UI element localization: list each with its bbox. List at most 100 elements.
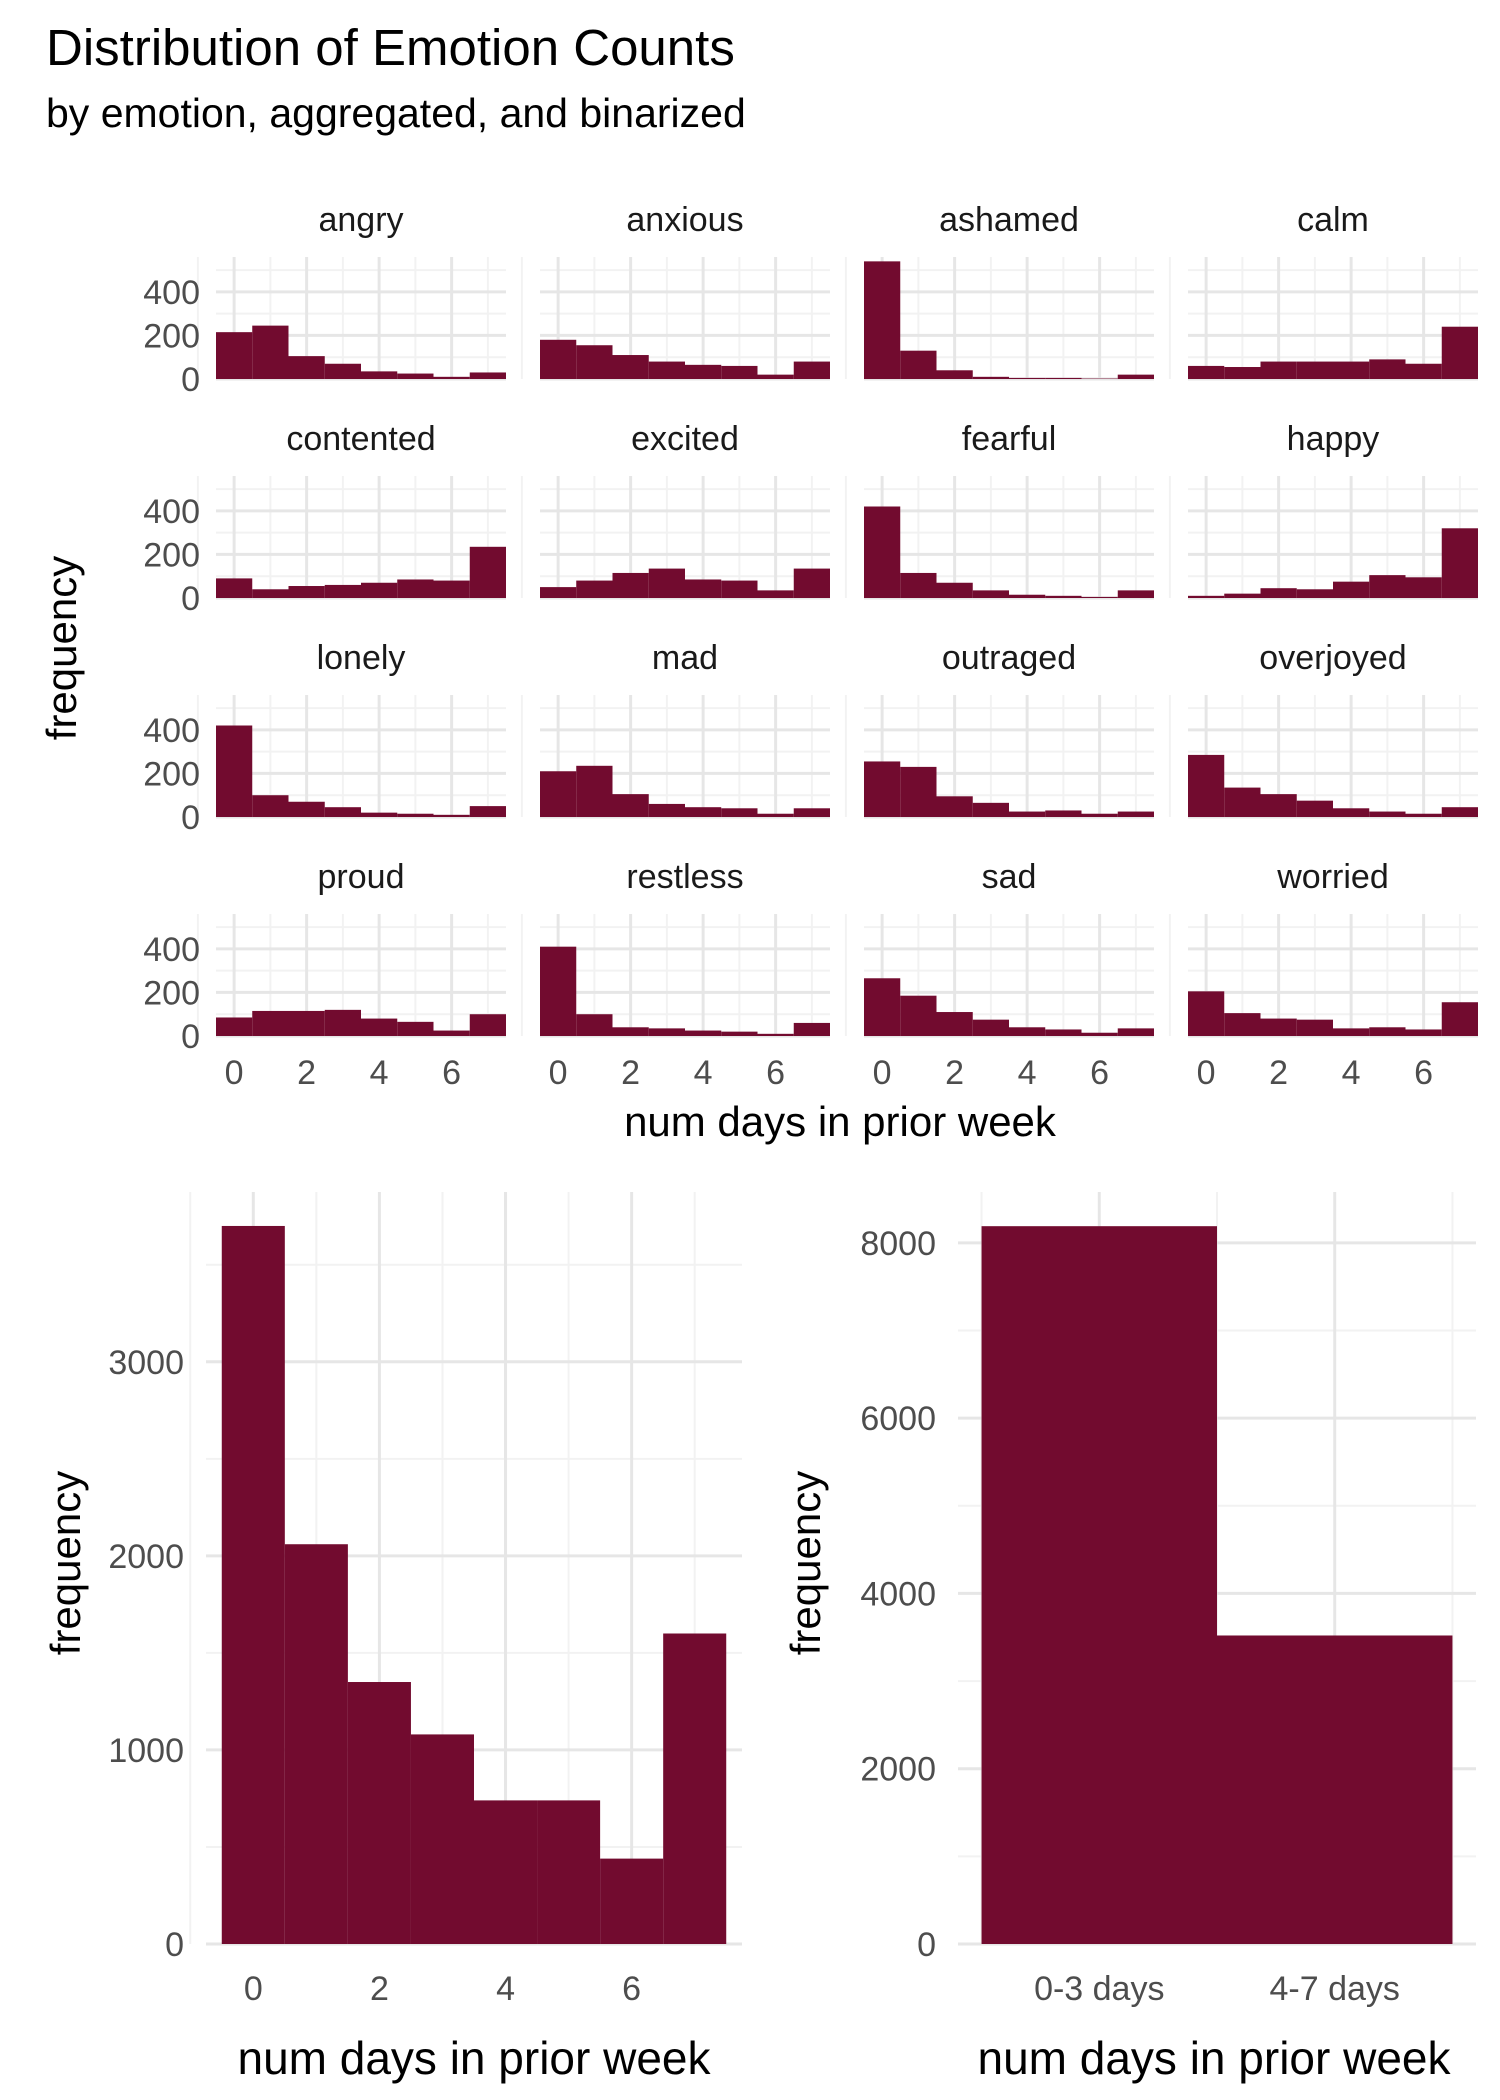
bar — [1260, 361, 1297, 379]
bar — [1117, 590, 1154, 598]
y-tick-label: 1000 — [108, 1732, 184, 1770]
bar — [540, 771, 577, 817]
bar — [216, 332, 253, 379]
bar — [216, 1017, 253, 1036]
facet-strip-label: worried — [1276, 858, 1388, 896]
x-tick-label: 0 — [873, 1054, 892, 1092]
bar — [721, 808, 758, 817]
facet-strip-label: happy — [1287, 420, 1380, 458]
bar — [1045, 595, 1082, 598]
bar — [361, 812, 398, 817]
bar — [288, 801, 325, 817]
facet-strip-label: mad — [652, 639, 718, 677]
facet-panel-worried: worried 0 2 4 6 — [1168, 858, 1478, 1092]
x-axis-label: num days in prior week — [238, 2032, 712, 2084]
bar — [685, 579, 722, 598]
y-axis-label: frequency — [782, 1471, 829, 1655]
facet-panel-outraged: outraged — [844, 639, 1154, 819]
bar — [1188, 595, 1225, 598]
facet-panel-restless: restless 0 2 4 6 — [520, 858, 830, 1092]
bar — [685, 1030, 722, 1036]
bar — [324, 363, 361, 379]
bar — [1296, 800, 1333, 817]
facet-strip-label: calm — [1297, 201, 1369, 239]
bar — [721, 580, 758, 598]
y-tick-label: 0 — [917, 1926, 936, 1964]
bar — [612, 572, 649, 598]
facet-strip-label: restless — [626, 858, 743, 896]
bar — [252, 795, 289, 817]
bar — [433, 814, 470, 817]
x-tick-label: 0 — [244, 1970, 263, 2008]
bar — [648, 568, 685, 598]
x-tick-label: 4 — [694, 1054, 713, 1092]
bar — [864, 978, 901, 1036]
bar — [1117, 374, 1154, 379]
bar — [288, 586, 325, 598]
x-tick-label: 2 — [945, 1054, 964, 1092]
y-tick-label: 400 — [143, 931, 200, 969]
x-tick-label: 4 — [370, 1054, 389, 1092]
facet-panel-angry: angry 0 200 400 — [143, 201, 506, 399]
bar — [216, 578, 253, 598]
bar — [433, 580, 470, 598]
y-tick-label: 0 — [181, 799, 200, 837]
x-tick-label: 6 — [1090, 1054, 1109, 1092]
bar — [433, 1030, 470, 1036]
facet-strip-label: contented — [286, 420, 435, 458]
bar — [972, 1019, 1009, 1036]
facet-strip-label: excited — [631, 420, 739, 458]
y-tick-label: 400 — [143, 712, 200, 750]
facet-strip-label: lonely — [317, 639, 406, 677]
bar — [576, 765, 613, 817]
bar — [576, 580, 613, 598]
bar — [936, 370, 973, 379]
bar — [981, 1226, 1217, 1944]
bar — [1045, 810, 1082, 817]
y-tick-label: 4000 — [860, 1575, 936, 1613]
facet-y-axis-label: frequency — [38, 556, 85, 740]
y-tick-label: 200 — [143, 755, 200, 793]
binarized-histogram: 0 2000 4000 6000 8000 0-3 days 4-7 days num day… — [782, 1192, 1476, 2084]
bar — [1441, 326, 1478, 379]
facet-panel-sad: sad 0 2 4 6 — [844, 858, 1154, 1092]
bar — [1188, 991, 1225, 1036]
bar — [1333, 581, 1370, 598]
bar — [1333, 1028, 1370, 1036]
bar — [1217, 1635, 1453, 1944]
bar — [410, 1734, 474, 1944]
bar — [1224, 1013, 1261, 1036]
bar — [1081, 813, 1118, 817]
bar — [288, 1010, 325, 1036]
facet-panel-happy: happy — [1168, 420, 1478, 600]
facet-strip-label: proud — [318, 858, 405, 896]
x-axis-label: num days in prior week — [978, 2032, 1452, 2084]
bar — [361, 1018, 398, 1036]
bar — [284, 1544, 348, 1944]
bar — [576, 1014, 613, 1036]
bar — [721, 1031, 758, 1036]
bar — [397, 579, 434, 598]
bar — [1296, 361, 1333, 379]
bar — [1369, 811, 1406, 817]
facet-panel-mad: mad — [520, 639, 830, 819]
y-tick-label: 0 — [181, 361, 200, 399]
x-tick-label: 4-7 days — [1270, 1970, 1400, 2008]
x-tick-label: 0 — [549, 1054, 568, 1092]
bar — [900, 572, 937, 598]
bar — [757, 1033, 794, 1036]
bar — [685, 364, 722, 379]
bar — [1296, 589, 1333, 598]
bar — [1405, 363, 1442, 379]
facet-strip-label: anxious — [626, 201, 743, 239]
bar — [252, 325, 289, 379]
bar — [1333, 361, 1370, 379]
bar — [1405, 577, 1442, 598]
bar — [612, 1027, 649, 1036]
facet-strip-label: angry — [318, 201, 403, 239]
bar — [361, 582, 398, 598]
bar — [540, 339, 577, 379]
bar — [972, 376, 1009, 379]
y-tick-label: 200 — [143, 974, 200, 1012]
bar — [648, 361, 685, 379]
